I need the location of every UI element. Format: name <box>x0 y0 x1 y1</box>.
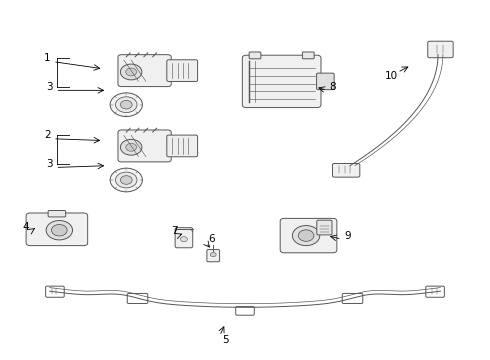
FancyBboxPatch shape <box>175 228 193 248</box>
Circle shape <box>210 252 216 257</box>
Circle shape <box>126 68 137 76</box>
FancyBboxPatch shape <box>127 293 148 303</box>
FancyBboxPatch shape <box>342 293 363 303</box>
FancyBboxPatch shape <box>48 211 66 217</box>
FancyBboxPatch shape <box>46 286 64 297</box>
Circle shape <box>51 225 67 236</box>
Circle shape <box>110 93 143 117</box>
Circle shape <box>121 100 132 109</box>
Circle shape <box>121 176 132 184</box>
FancyBboxPatch shape <box>26 213 88 246</box>
FancyBboxPatch shape <box>167 60 197 81</box>
Circle shape <box>121 64 142 80</box>
FancyBboxPatch shape <box>428 41 453 58</box>
Text: 8: 8 <box>330 82 336 92</box>
Circle shape <box>110 168 143 192</box>
Circle shape <box>116 97 137 113</box>
Circle shape <box>46 221 73 240</box>
FancyBboxPatch shape <box>332 163 360 177</box>
FancyBboxPatch shape <box>426 286 444 297</box>
Circle shape <box>293 226 320 246</box>
FancyBboxPatch shape <box>207 249 220 262</box>
Text: 1: 1 <box>44 53 50 63</box>
Text: 5: 5 <box>222 334 229 345</box>
Circle shape <box>180 237 187 242</box>
Text: 10: 10 <box>385 71 398 81</box>
FancyBboxPatch shape <box>243 55 321 108</box>
Text: 9: 9 <box>344 231 351 240</box>
Circle shape <box>116 172 137 188</box>
Circle shape <box>126 143 137 151</box>
Text: 3: 3 <box>46 82 53 92</box>
FancyBboxPatch shape <box>280 219 337 253</box>
Text: 3: 3 <box>46 159 53 169</box>
Circle shape <box>298 230 314 241</box>
Text: 6: 6 <box>208 234 215 244</box>
FancyBboxPatch shape <box>249 52 261 59</box>
FancyBboxPatch shape <box>118 55 171 87</box>
FancyBboxPatch shape <box>118 130 171 162</box>
Text: 4: 4 <box>23 222 29 231</box>
Text: 7: 7 <box>172 226 178 236</box>
FancyBboxPatch shape <box>317 220 332 235</box>
FancyBboxPatch shape <box>167 135 197 157</box>
FancyBboxPatch shape <box>236 307 254 315</box>
Text: 2: 2 <box>44 130 50 140</box>
FancyBboxPatch shape <box>317 73 334 90</box>
Circle shape <box>121 139 142 155</box>
FancyBboxPatch shape <box>302 52 314 59</box>
